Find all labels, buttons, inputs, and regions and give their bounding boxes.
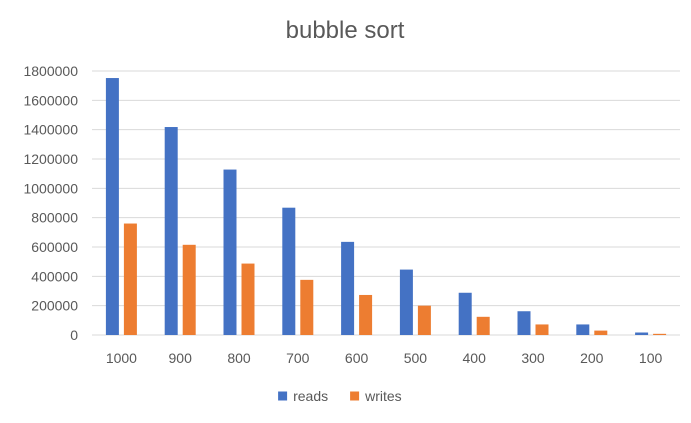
gridlines: [92, 70, 680, 336]
bar-reads-900: [164, 127, 178, 335]
y-tick-label: 200000: [31, 298, 78, 314]
bar-writes-500: [417, 305, 431, 335]
y-tick-label: 600000: [31, 239, 78, 255]
chart-title: bubble sort: [286, 17, 405, 44]
bar-reads-400: [458, 292, 472, 335]
bar-writes-100: [653, 333, 667, 335]
bar-reads-500: [399, 269, 413, 335]
bar-writes-200: [594, 330, 608, 335]
x-tick-label: 200: [580, 350, 604, 366]
legend-label-reads: reads: [293, 388, 328, 404]
x-tick-label: 1000: [106, 350, 137, 366]
bar-writes-300: [535, 324, 549, 335]
bar-reads-300: [517, 311, 531, 335]
y-tick-label: 800000: [31, 210, 78, 226]
y-tick-label: 1600000: [23, 92, 78, 108]
x-tick-label: 300: [521, 350, 545, 366]
bar-writes-800: [241, 263, 255, 335]
bar-writes-400: [476, 316, 490, 335]
y-tick-label: 1400000: [23, 122, 78, 138]
x-tick-label: 400: [463, 350, 487, 366]
bar-writes-1000: [123, 223, 137, 335]
x-axis-tick-labels: 1000 900 800 700 600 500 400 300 200 100: [106, 350, 663, 366]
x-tick-label: 700: [286, 350, 310, 366]
legend-swatch-writes: [350, 391, 360, 401]
legend-label-writes: writes: [364, 388, 402, 404]
y-tick-label: 1000000: [23, 180, 78, 196]
x-tick-label: 900: [169, 350, 193, 366]
bar-reads-600: [341, 241, 355, 335]
bar-reads-1000: [105, 78, 119, 335]
bar-reads-800: [223, 169, 237, 335]
y-tick-label: 1200000: [23, 151, 78, 167]
bar-writes-700: [300, 279, 314, 335]
x-tick-label: 500: [404, 350, 428, 366]
x-tick-label: 800: [227, 350, 251, 366]
bar-reads-200: [576, 324, 590, 335]
legend: reads writes: [278, 388, 402, 404]
bar-writes-600: [359, 294, 373, 335]
bar-writes-900: [182, 244, 196, 335]
bar-reads-100: [635, 332, 649, 335]
x-tick-label: 600: [345, 350, 369, 366]
legend-swatch-reads: [278, 391, 288, 401]
y-tick-label: 0: [70, 327, 78, 343]
x-tick-label: 100: [639, 350, 663, 366]
y-tick-label: 1800000: [23, 63, 78, 79]
y-axis-tick-labels: 0 200000 400000 600000 800000 1000000 1200000 1…: [23, 63, 78, 343]
y-tick-label: 400000: [31, 268, 78, 284]
bar-reads-700: [282, 207, 296, 335]
bars: [105, 78, 667, 335]
